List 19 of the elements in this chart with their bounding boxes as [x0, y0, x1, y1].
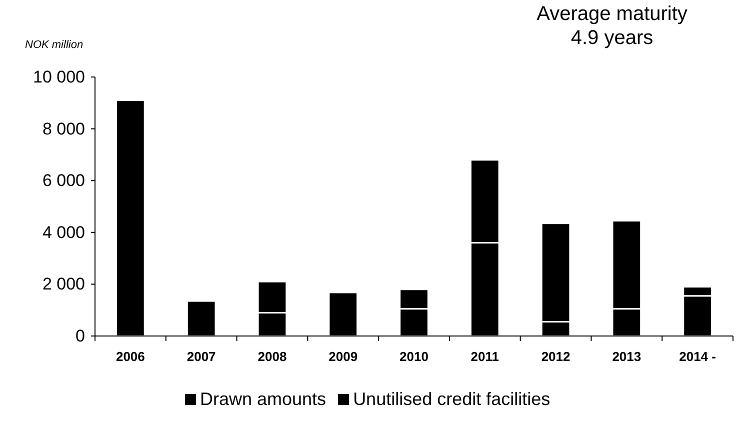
x-tick-label: 2012	[541, 349, 570, 364]
x-tick-label: 2008	[258, 349, 287, 364]
y-tick-label: 2 000	[42, 274, 85, 294]
x-tick-label: 2010	[400, 349, 428, 364]
text: Average maturity 4.9 years	[536, 3, 688, 49]
y-tick-label: 8 000	[42, 119, 85, 138]
x-tick-label: 2013	[612, 349, 642, 364]
legend-label: Unutilised credit facilities	[353, 389, 550, 409]
y-tick-label: 0	[76, 326, 85, 346]
legend-label: Drawn amounts	[200, 389, 326, 409]
x-tick-label: 2014 -	[679, 349, 716, 364]
y-tick-label: 6 000	[42, 171, 85, 190]
x-tick-label: 2009	[328, 349, 358, 364]
x-tick-label: 2007	[186, 349, 216, 364]
y-tick-label: 4 000	[42, 222, 85, 242]
y-tick-label: 10 000	[33, 67, 85, 86]
x-tick-label: 2006	[116, 349, 145, 364]
y-axis-title: NOK million	[25, 39, 84, 51]
x-tick-label: 2011	[470, 349, 499, 364]
